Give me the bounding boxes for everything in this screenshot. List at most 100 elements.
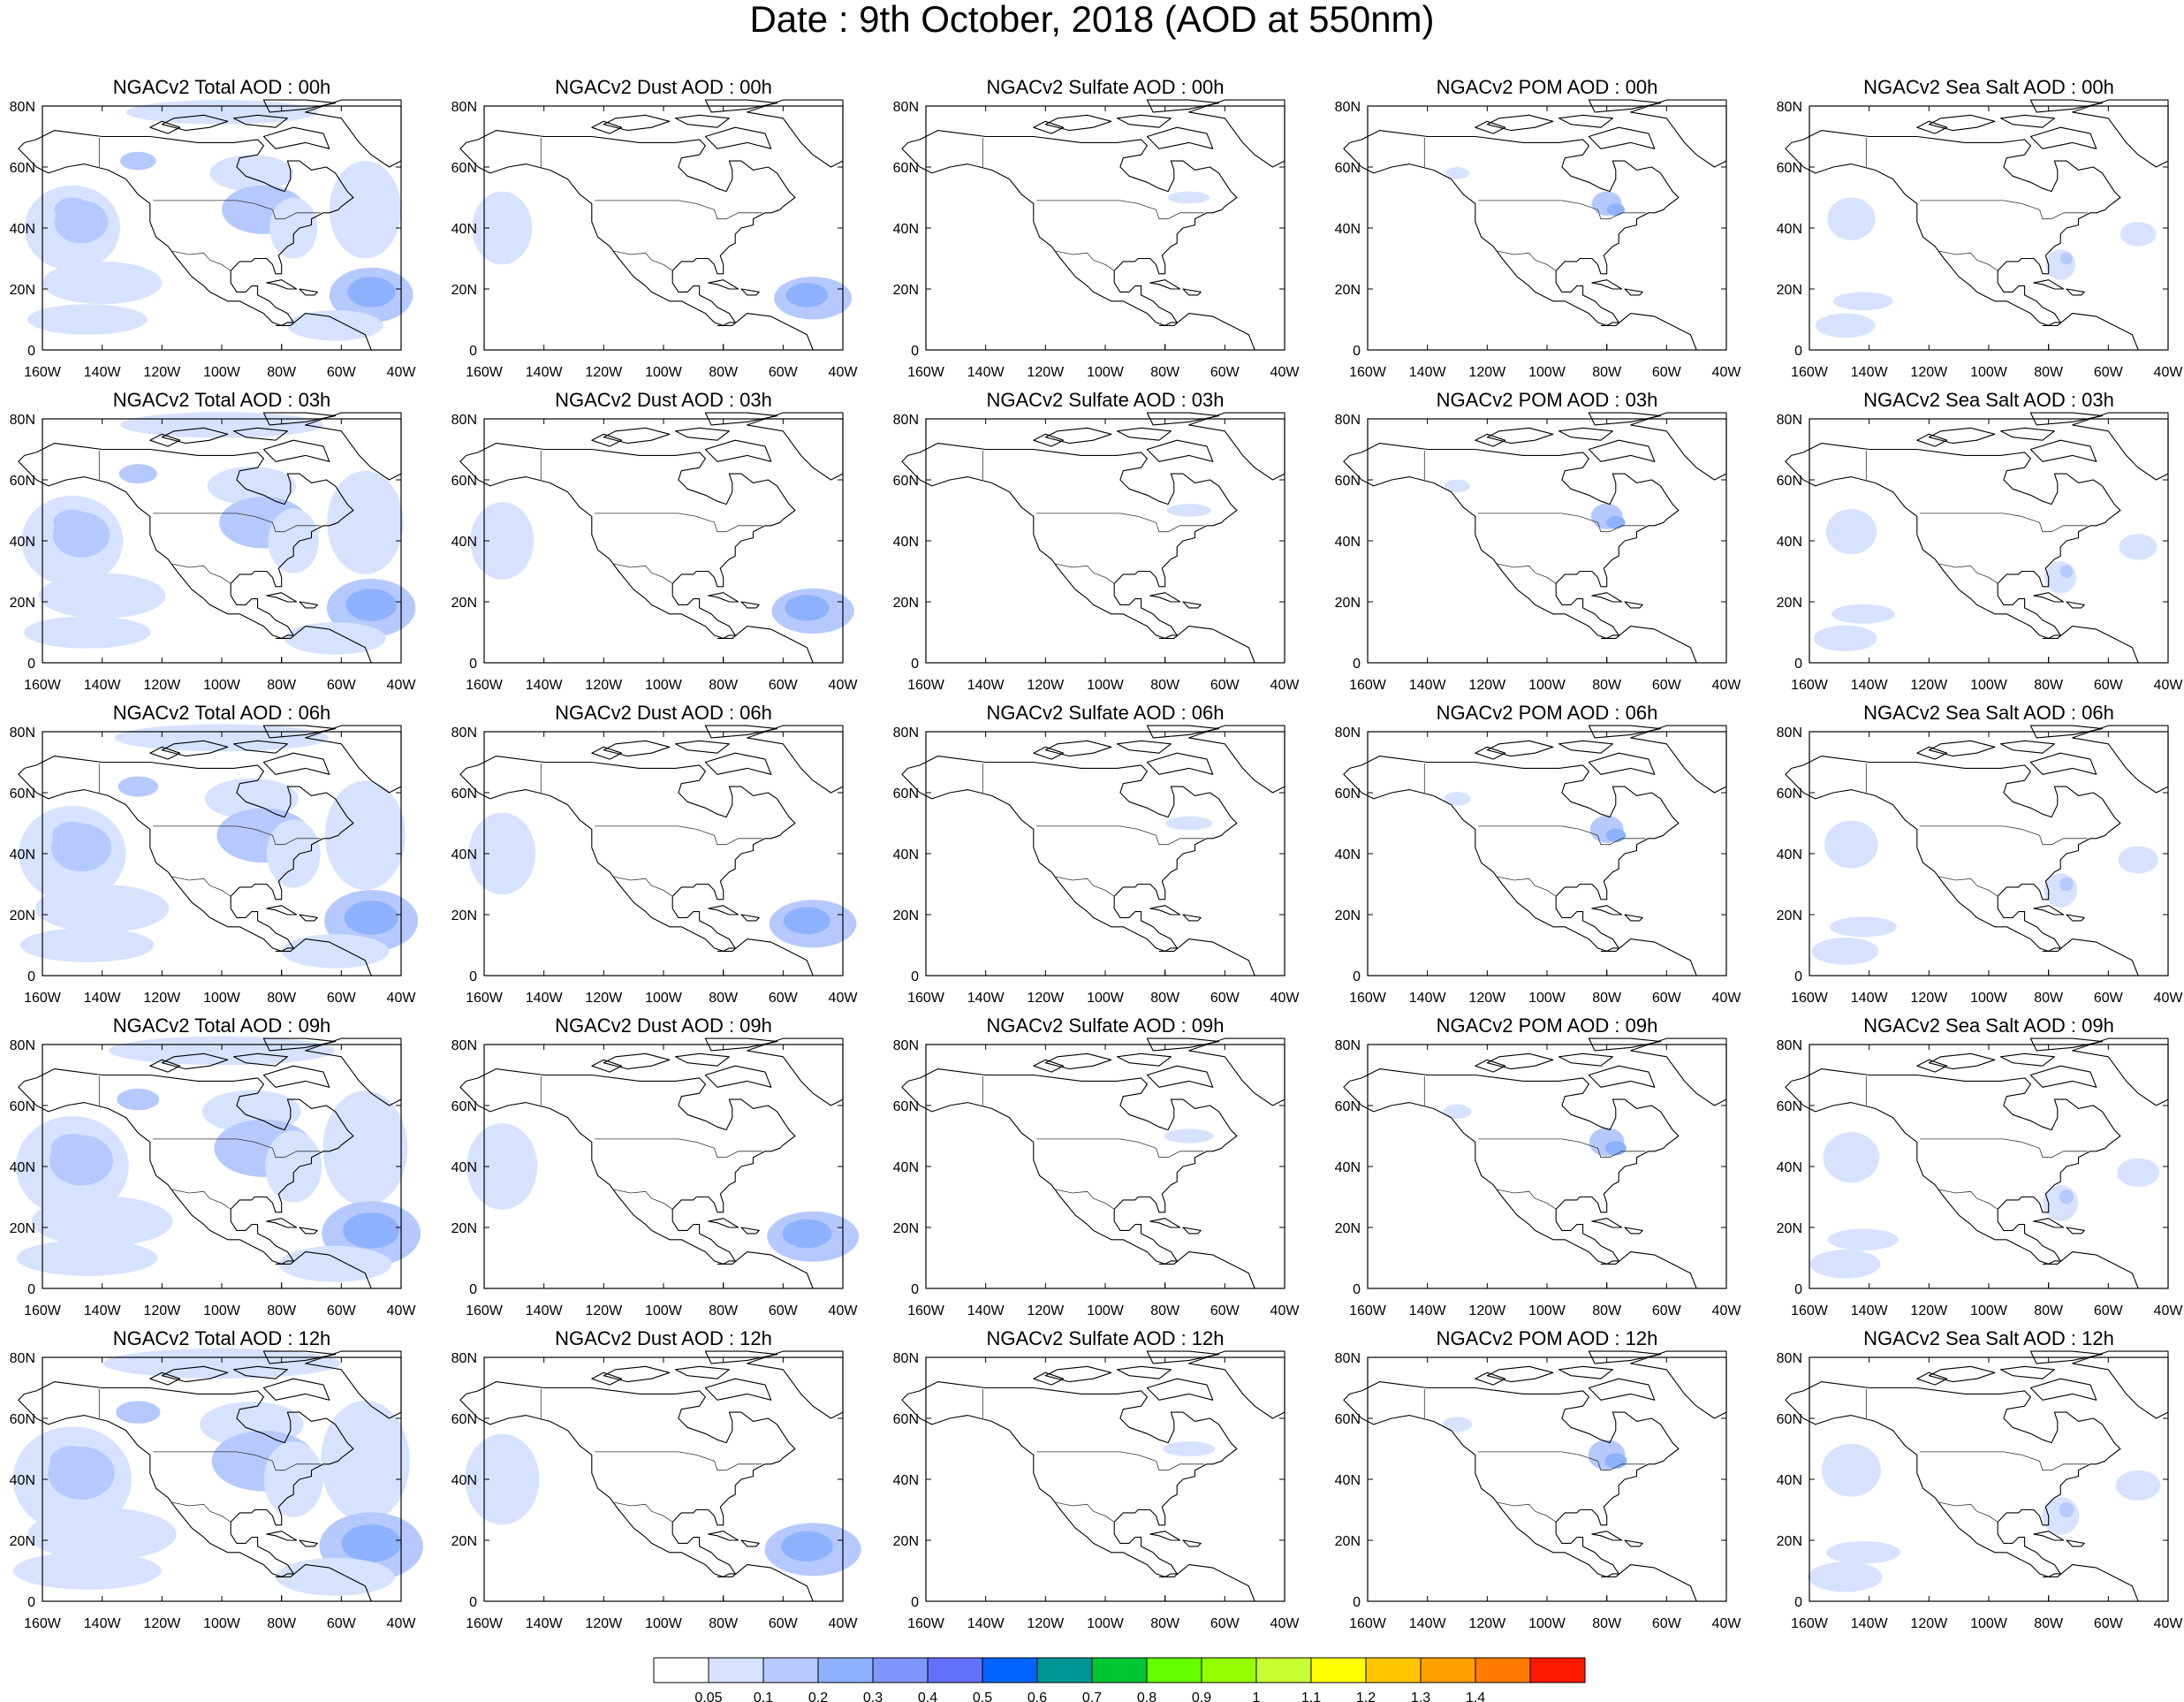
coastline	[901, 99, 1285, 351]
country-border	[1865, 763, 2088, 897]
lon-tick-label: 160W	[24, 1616, 62, 1631]
aod-shade	[1444, 792, 1471, 806]
aod-shade	[34, 885, 170, 933]
lon-tick-label: 100W	[1970, 991, 2008, 1006]
lat-tick-label: 80N	[451, 100, 477, 115]
lat-tick-label: 20N	[893, 1534, 919, 1549]
lon-tick-label: 80W	[1592, 678, 1622, 693]
lat-tick-label: 20N	[10, 1534, 35, 1549]
lat-tick-label: 0	[1794, 344, 1802, 359]
lat-tick-label: 80N	[451, 1038, 477, 1053]
panel-title: NGACv2 Sulfate AOD : 12h	[986, 1327, 1225, 1349]
lon-tick-label: 120W	[1468, 991, 1506, 1006]
aod-shade	[785, 595, 830, 621]
aod-shade	[1163, 1440, 1216, 1457]
lat-tick-label: 0	[911, 1282, 919, 1297]
map-plot: 160W 140W 120W 100W 80W 60W 40W 0 20N 40N 60N 80N	[10, 724, 419, 1006]
panel-title: NGACv2 Total AOD : 12h	[112, 1327, 331, 1349]
country-border	[1423, 1388, 1646, 1523]
lat-tick-label: 40N	[1335, 847, 1361, 862]
lat-tick-label: 60N	[1335, 474, 1361, 489]
country-border	[540, 137, 762, 271]
aod-shade	[2059, 877, 2074, 892]
aod-shade	[470, 502, 535, 580]
map-plot: 160W 140W 120W 100W 80W 60W 40W 0 20N 40N 60N 80N	[1335, 412, 1741, 693]
lat-tick-label: 40N	[10, 535, 35, 550]
lon-tick-label: 60W	[769, 678, 799, 693]
country-border	[1865, 450, 2088, 584]
lat-tick-label: 20N	[10, 283, 35, 298]
country-border	[540, 763, 762, 897]
lon-tick-label: 120W	[1468, 365, 1506, 380]
map-panel-pom-06h: NGACv2 POM AOD : 06h 160W 140W 120W 100W 80W 6…	[1327, 702, 1765, 1016]
lon-tick-label: 80W	[267, 991, 297, 1006]
lat-tick-label: 60N	[893, 474, 919, 489]
lon-tick-label: 100W	[1528, 365, 1566, 380]
lon-tick-label: 40W	[829, 991, 859, 1006]
lon-tick-label: 60W	[1210, 1616, 1240, 1631]
lat-tick-label: 20N	[1777, 1534, 1802, 1549]
aod-shade	[785, 283, 829, 308]
panel-title: NGACv2 Sea Salt AOD : 12h	[1863, 1327, 2114, 1349]
lat-tick-label: 20N	[893, 1221, 919, 1236]
aod-shade	[1827, 197, 1876, 240]
lat-tick-label: 40N	[893, 1160, 919, 1175]
lat-tick-label: 80N	[893, 100, 919, 115]
aod-shade	[1824, 820, 1878, 869]
aod-shade	[1605, 828, 1627, 843]
aod-shade	[52, 821, 93, 849]
panel-title: NGACv2 Total AOD : 09h	[112, 1014, 331, 1037]
coastline	[1785, 99, 2169, 351]
lon-tick-label: 160W	[1791, 365, 1829, 380]
aod-shade	[329, 161, 401, 259]
lat-tick-label: 60N	[10, 786, 35, 802]
panel-title: NGACv2 Total AOD : 03h	[112, 389, 331, 411]
lon-tick-label: 40W	[829, 1616, 859, 1631]
lon-tick-label: 100W	[645, 678, 683, 693]
panel-title: NGACv2 Sulfate AOD : 00h	[986, 76, 1225, 98]
map-panel-sulfate-00h: NGACv2 Sulfate AOD : 00h 160W 140W 120W 100W…	[885, 76, 1323, 391]
lon-tick-label: 160W	[1791, 991, 1829, 1006]
lat-tick-label: 0	[469, 344, 477, 359]
aod-shade	[1823, 1132, 1880, 1183]
country-border	[98, 1075, 321, 1210]
aod-shade	[465, 1433, 540, 1525]
aod-shade	[2119, 534, 2157, 560]
lon-tick-label: 40W	[1712, 678, 1742, 693]
lat-tick-label: 20N	[451, 596, 477, 611]
lon-tick-label: 120W	[1910, 1616, 1948, 1631]
lon-tick-label: 100W	[1087, 365, 1125, 380]
map-plot: 160W 140W 120W 100W 80W 60W 40W 0 20N 40N 60N 80N	[1777, 99, 2183, 380]
country-border	[982, 1075, 1204, 1210]
lon-tick-label: 100W	[645, 1303, 683, 1318]
lon-tick-label: 40W	[1712, 365, 1742, 380]
lat-tick-label: 40N	[451, 1160, 477, 1175]
aod-shade	[344, 900, 398, 935]
aod-shade	[2045, 249, 2076, 280]
lon-tick-label: 60W	[769, 1303, 799, 1318]
lat-tick-label: 40N	[893, 535, 919, 550]
map-plot: 160W 140W 120W 100W 80W 60W 40W 0 20N 40N 60N 80N	[1777, 1037, 2183, 1318]
lon-tick-label: 120W	[1027, 365, 1065, 380]
country-border	[982, 450, 1204, 584]
lat-tick-label: 20N	[1335, 1221, 1361, 1236]
lon-tick-label: 40W	[1270, 1303, 1301, 1318]
figure-title: Date : 9th October, 2018 (AOD at 550nm)	[749, 0, 1435, 40]
lon-tick-label: 80W	[267, 365, 297, 380]
lon-tick-label: 80W	[1150, 1616, 1180, 1631]
lon-tick-label: 140W	[526, 365, 564, 380]
lat-tick-label: 80N	[1335, 726, 1361, 741]
lon-tick-label: 160W	[907, 678, 945, 693]
coastline	[459, 412, 844, 664]
panel-title: NGACv2 Sulfate AOD : 06h	[986, 702, 1225, 724]
aod-shade	[1830, 916, 1897, 938]
lon-tick-label: 40W	[387, 1616, 417, 1631]
aod-shade	[468, 812, 536, 895]
lon-tick-label: 160W	[1349, 365, 1387, 380]
lon-tick-label: 100W	[1528, 678, 1566, 693]
map-plot: 160W 140W 120W 100W 80W 60W 40W 0 20N 40N 60N 80N	[10, 1036, 421, 1318]
lat-tick-label: 60N	[451, 786, 477, 802]
lat-tick-label: 0	[469, 1282, 477, 1297]
lon-tick-label: 40W	[387, 1303, 417, 1318]
